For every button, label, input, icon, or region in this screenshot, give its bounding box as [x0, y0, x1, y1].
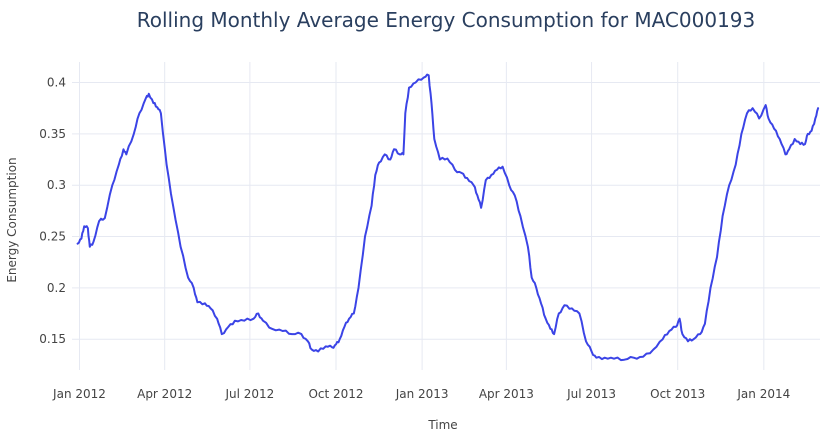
x-tick-label: Oct 2013 [650, 387, 705, 401]
y-tick-label: 0.15 [39, 332, 66, 346]
y-gridlines [72, 82, 820, 340]
series-line [76, 73, 820, 362]
x-tick-label: Apr 2013 [479, 387, 534, 401]
y-axis-ticks: 0.15 0.2 0.25 0.3 0.35 0.4 [39, 76, 66, 347]
x-tick-label: Jan 2014 [736, 387, 790, 401]
x-axis-ticks: Jan 2012 Apr 2012 Jul 2012 Oct 2012 Jan 2013… [52, 387, 790, 401]
y-axis-title: Energy Consumption [5, 157, 19, 282]
x-tick-label: Jul 2013 [566, 387, 616, 401]
y-tick-label: 0.3 [47, 178, 66, 192]
chart-title: Rolling Monthly Average Energy Consumpti… [137, 8, 756, 32]
x-tick-label: Apr 2012 [137, 387, 192, 401]
x-tick-label: Oct 2012 [308, 387, 363, 401]
x-tick-label: Jul 2012 [224, 387, 274, 401]
series-layer [76, 73, 820, 362]
y-tick-label: 0.4 [47, 76, 66, 90]
y-tick-label: 0.25 [39, 230, 66, 244]
x-tick-label: Jan 2012 [52, 387, 106, 401]
x-axis-title: Time [427, 418, 457, 432]
x-gridlines [78, 62, 765, 370]
x-tick-label: Jan 2013 [395, 387, 449, 401]
y-tick-label: 0.2 [47, 281, 66, 295]
y-tick-label: 0.35 [39, 127, 66, 141]
